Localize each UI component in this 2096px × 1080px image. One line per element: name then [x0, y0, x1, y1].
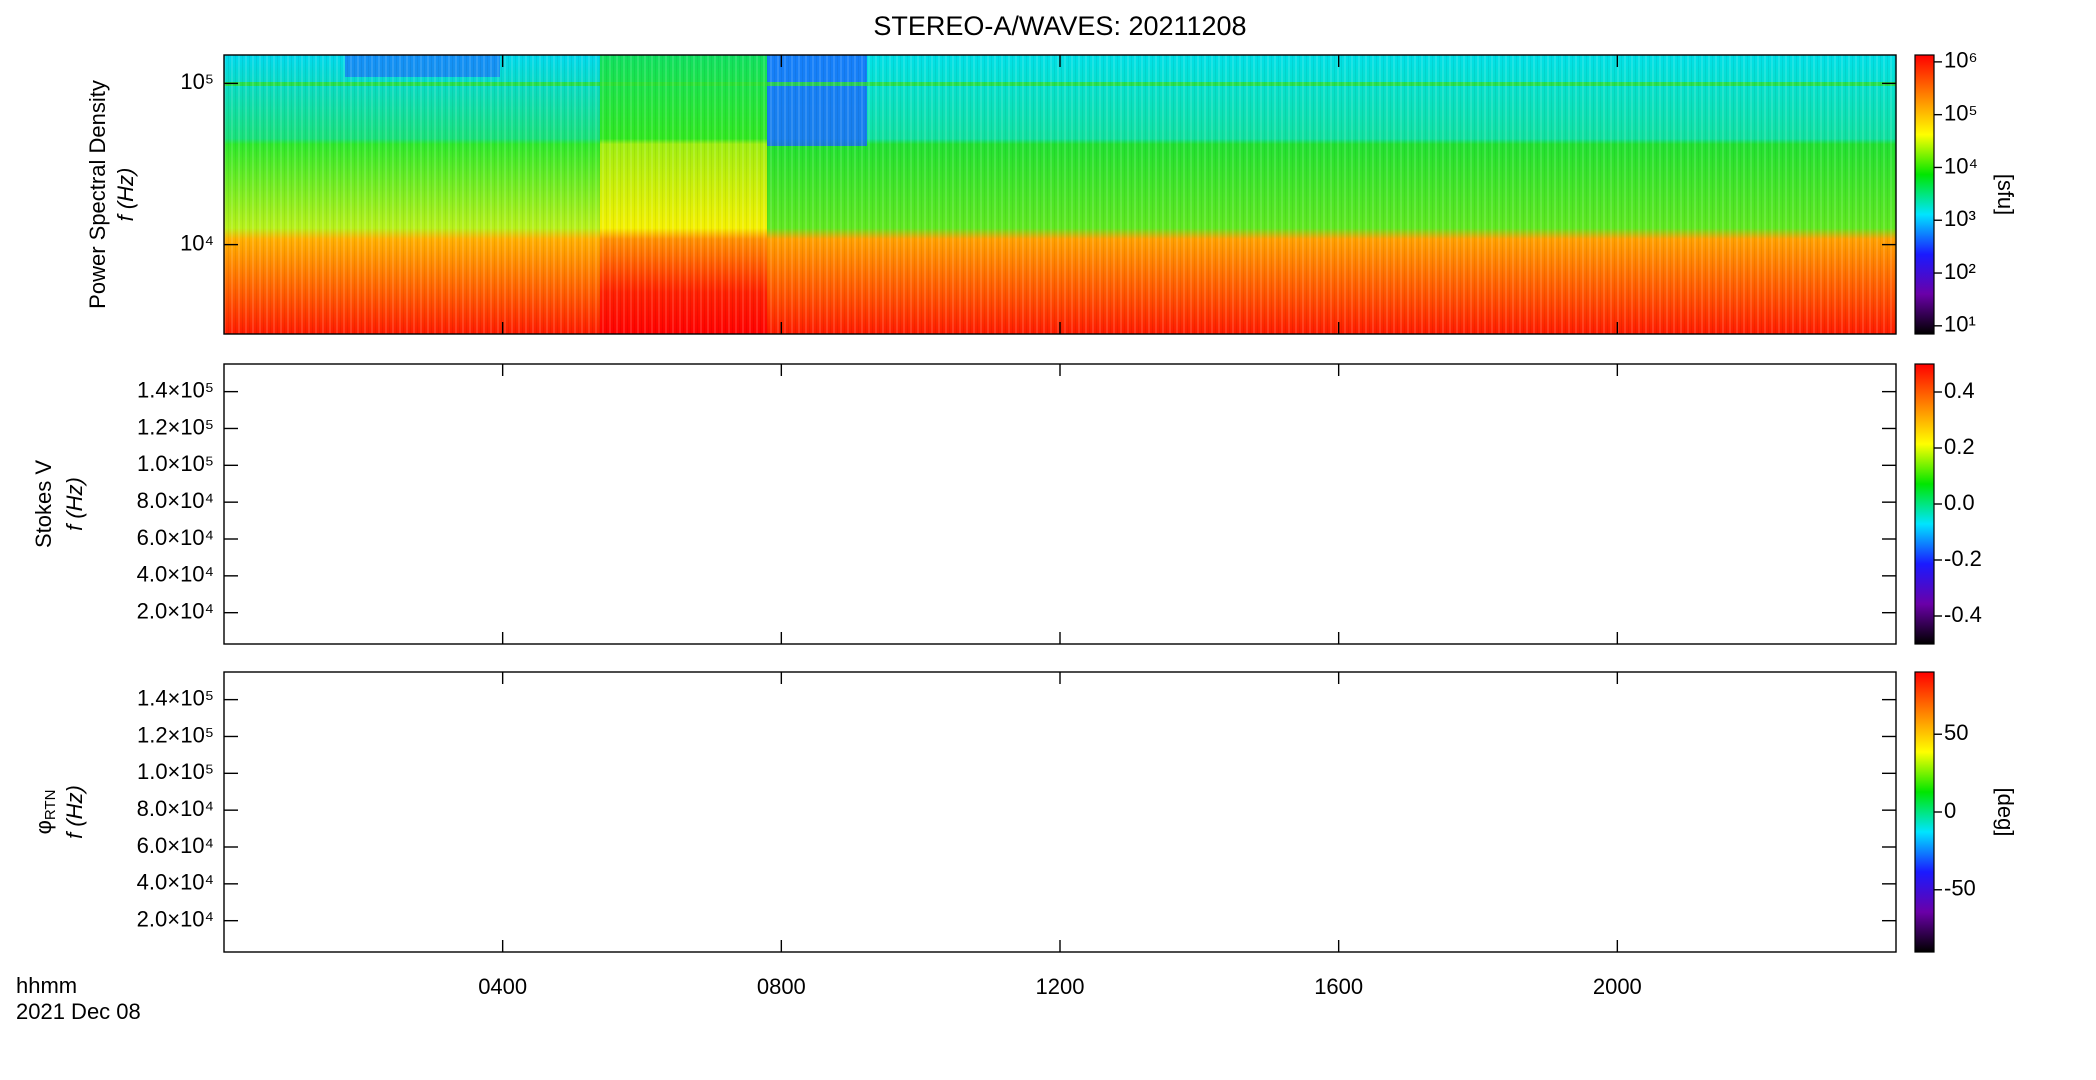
y-axis-label: f (Hz) [113, 168, 138, 222]
colorbar-tick-label: 0.0 [1944, 490, 1975, 515]
y-tick-label: 8.0×10⁴ [137, 488, 214, 513]
colorbar [1914, 363, 1935, 645]
label-symbol: φ [31, 820, 56, 834]
label-subscript: RTN [42, 790, 59, 821]
y-tick-label: 10⁴ [180, 230, 214, 255]
colorbar-tick-label: 0.2 [1944, 434, 1975, 459]
colorbar [1914, 54, 1935, 335]
time-label: hhmm [16, 973, 77, 998]
x-tick-label: 0400 [478, 974, 527, 999]
colorbar-label: [sfu] [1993, 174, 2018, 216]
colorbar [1914, 671, 1935, 953]
plot-frame [223, 671, 1897, 953]
x-tick-label: 2000 [1593, 974, 1642, 999]
y-axis-label: φRTN [31, 790, 59, 835]
y-tick-label: 2.0×10⁴ [137, 598, 214, 623]
y-tick-label: 6.0×10⁴ [137, 525, 214, 550]
y-tick-label: 4.0×10⁴ [137, 870, 214, 895]
y-axis-label: Stokes V [31, 460, 56, 548]
colorbar-tick-label: 10³ [1944, 206, 1976, 231]
y-tick-label: 1.4×10⁵ [137, 377, 214, 402]
y-tick-label: 1.2×10⁵ [137, 722, 214, 747]
y-axis-label: Power Spectral Density [85, 80, 110, 309]
plot-frame [223, 363, 1897, 645]
colorbar-label: [deg] [1993, 788, 2018, 837]
y-tick-label: 1.2×10⁵ [137, 414, 214, 439]
y-axis-label: f (Hz) [62, 477, 87, 531]
colorbar-tick-label: -0.4 [1944, 602, 1982, 627]
colorbar-tick-label: 0 [1944, 798, 1956, 823]
x-tick-label: 1600 [1314, 974, 1363, 999]
colorbar-tick-label: 50 [1944, 720, 1968, 745]
y-tick-label: 1.0×10⁵ [137, 451, 214, 476]
colorbar-tick-label: 10¹ [1944, 312, 1976, 337]
colorbar-tick-label: 10⁵ [1944, 100, 1978, 125]
y-tick-label: 8.0×10⁴ [137, 796, 214, 821]
y-tick-label: 1.4×10⁵ [137, 685, 214, 710]
x-tick-label: 0800 [757, 974, 806, 999]
colorbar-tick-label: -0.2 [1944, 546, 1982, 571]
colorbar-tick-label: 10² [1944, 259, 1976, 284]
chart-title: STEREO-A/WAVES: 20211208 [873, 11, 1246, 41]
date-label: 2021 Dec 08 [16, 999, 141, 1024]
spectrogram [224, 55, 1896, 334]
y-tick-label: 2.0×10⁴ [137, 906, 214, 931]
colorbar-tick-label: 0.4 [1944, 378, 1975, 403]
colorbar-tick-label: -50 [1944, 876, 1976, 901]
y-tick-label: 10⁵ [180, 69, 214, 94]
y-tick-label: 1.0×10⁵ [137, 759, 214, 784]
y-tick-label: 6.0×10⁴ [137, 833, 214, 858]
y-axis-label: f (Hz) [62, 785, 87, 839]
x-tick-label: 1200 [1036, 974, 1085, 999]
colorbar-tick-label: 10⁴ [1944, 153, 1978, 178]
y-tick-label: 4.0×10⁴ [137, 562, 214, 587]
colorbar-tick-label: 10⁶ [1944, 48, 1978, 73]
